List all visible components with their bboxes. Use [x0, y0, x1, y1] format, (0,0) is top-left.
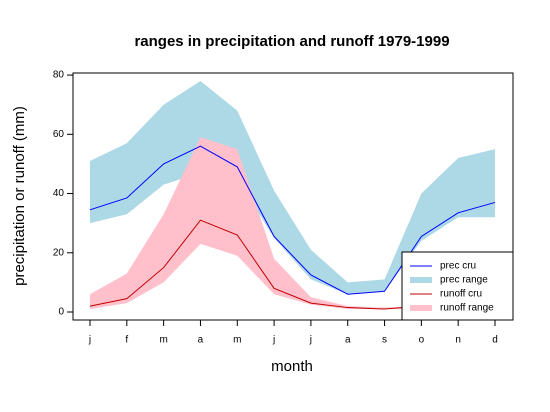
- x-tick-label: m: [159, 335, 167, 346]
- y-tick-label: 0: [58, 307, 64, 318]
- legend-label: runoff range: [440, 303, 494, 314]
- x-tick-label: o: [419, 335, 425, 346]
- range-band: [90, 80, 495, 295]
- x-tick-label: f: [125, 335, 128, 346]
- x-tick-label: s: [382, 335, 387, 346]
- legend-label: prec range: [440, 275, 488, 286]
- x-tick-label: a: [198, 335, 204, 346]
- x-tick-label: d: [492, 335, 498, 346]
- y-tick-label: 40: [53, 188, 65, 199]
- y-axis-label: precipitation or runoff (mm): [11, 106, 28, 286]
- line: [89, 145, 496, 295]
- legend-label: runoff cru: [440, 289, 482, 300]
- x-tick-label: j: [309, 335, 312, 346]
- y-tick-label: 20: [53, 247, 65, 258]
- y-tick-label: 80: [53, 70, 65, 81]
- legend-label: prec cru: [440, 261, 476, 272]
- plot-frame: [72, 72, 514, 321]
- chart-title: ranges in precipitation and runoff 1979-…: [134, 33, 449, 50]
- x-tick-label: j: [88, 335, 91, 346]
- y-tick-label: 60: [53, 129, 65, 140]
- x-axis-label: month: [271, 358, 313, 375]
- x-tick-label: a: [345, 335, 351, 346]
- x-tick-label: m: [233, 335, 241, 346]
- x-tick-label: n: [455, 335, 461, 346]
- x-tick-label: j: [272, 335, 275, 346]
- range-band: [90, 137, 495, 310]
